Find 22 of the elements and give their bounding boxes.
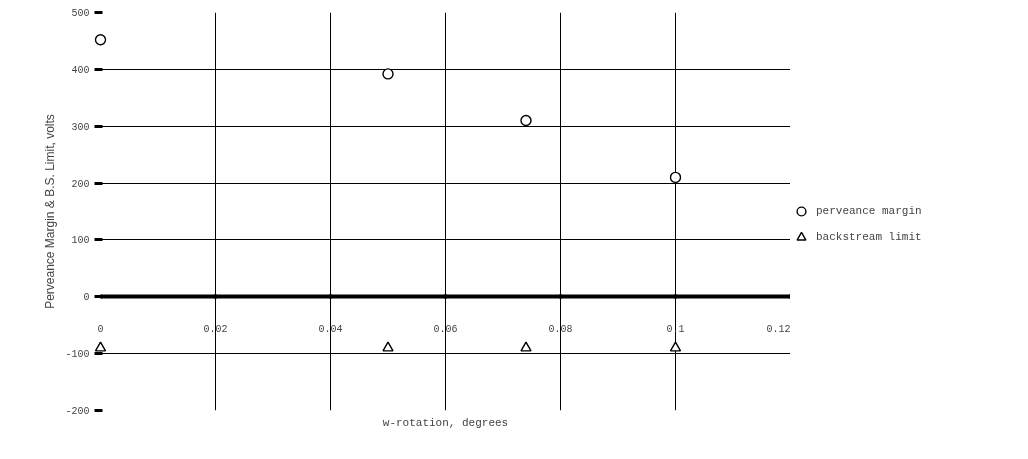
legend-label: backstream limit	[816, 231, 922, 243]
point	[669, 171, 682, 184]
point	[94, 34, 107, 46]
y-axis-title: Perveance Margin & B.S. Limit, volts	[43, 114, 58, 309]
x-axis-title: w-rotation, degrees	[382, 416, 509, 429]
point	[669, 341, 682, 352]
y-tick-label: 500	[71, 8, 90, 19]
y-tick-label: 200	[71, 178, 90, 190]
y-tick-label: -100	[65, 349, 90, 361]
x-tick-label: 0.12	[766, 323, 791, 335]
y-tick-label: 100	[71, 235, 90, 247]
point	[520, 341, 532, 352]
legend-label: perveance margin	[816, 205, 922, 217]
point	[94, 341, 107, 352]
point	[382, 68, 394, 80]
x-tick-label: 0	[97, 323, 104, 335]
y-tick-label: 400	[71, 64, 90, 76]
point	[382, 341, 394, 352]
point	[520, 114, 532, 127]
y-tick-label: 0	[83, 292, 90, 304]
y-tick-label: 300	[71, 121, 90, 133]
y-tick-label: -200	[65, 406, 90, 417]
